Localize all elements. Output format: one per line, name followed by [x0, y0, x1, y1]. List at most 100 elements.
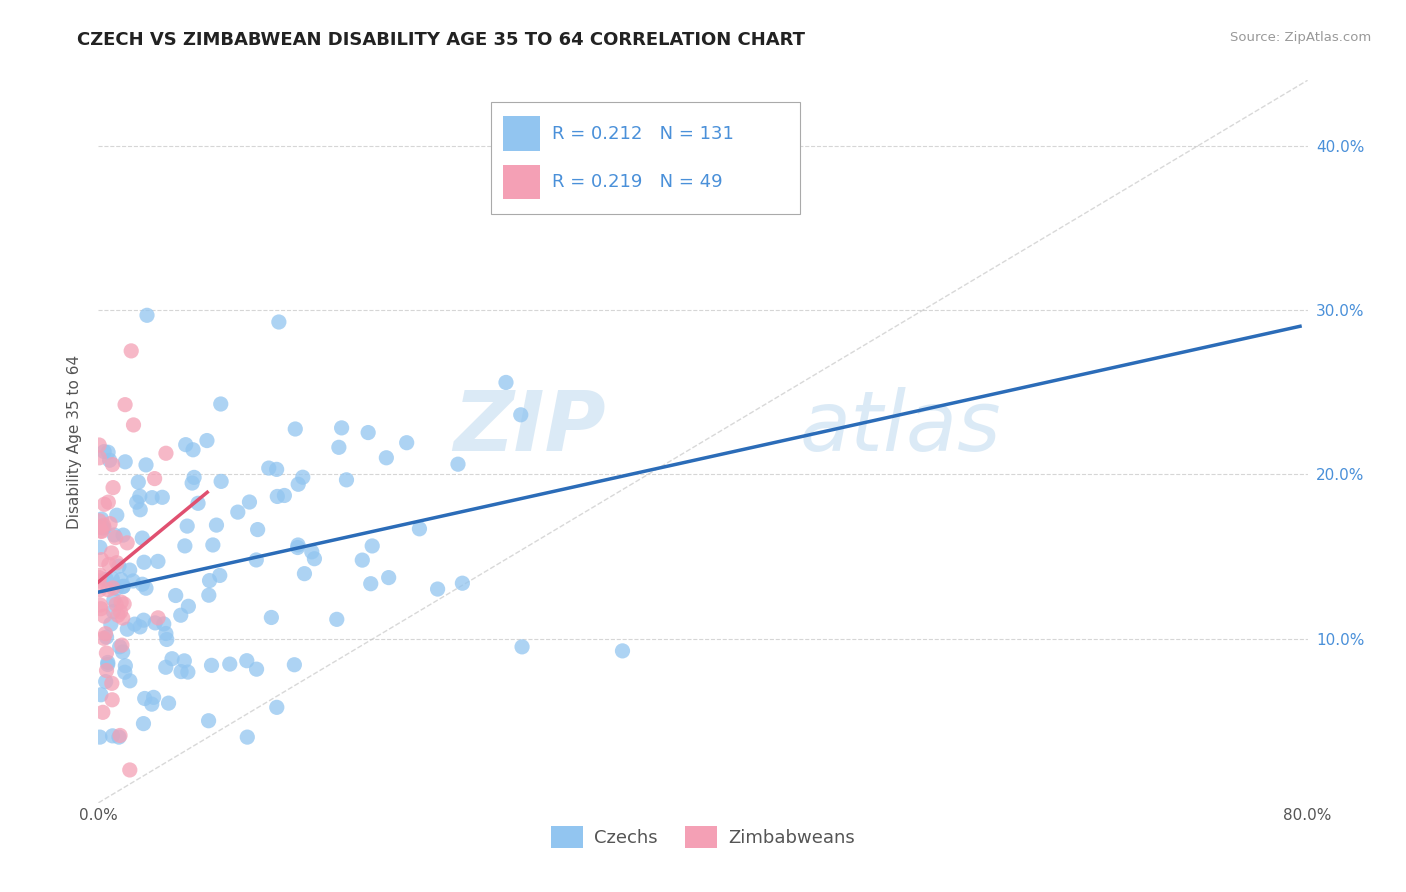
Czechs — [105, 508, 128, 523]
Czechs — [174, 438, 197, 452]
Zimbabweans — [110, 605, 132, 619]
Czechs — [114, 455, 136, 469]
Czechs — [96, 630, 118, 644]
Zimbabweans — [89, 514, 111, 528]
Zimbabweans — [89, 582, 111, 597]
Czechs — [377, 571, 399, 585]
Czechs — [238, 495, 260, 509]
Zimbabweans — [155, 446, 177, 460]
Czechs — [118, 563, 141, 577]
Czechs — [143, 615, 166, 630]
Czechs — [291, 470, 314, 484]
Czechs — [89, 541, 111, 555]
Zimbabweans — [111, 638, 134, 652]
Czechs — [97, 656, 120, 670]
Czechs — [195, 434, 218, 448]
Czechs — [357, 425, 380, 440]
Czechs — [100, 617, 122, 632]
Czechs — [451, 576, 474, 591]
Czechs — [132, 716, 155, 731]
Zimbabweans — [118, 763, 141, 777]
Czechs — [155, 626, 177, 640]
Czechs — [141, 491, 163, 505]
Czechs — [157, 696, 180, 710]
Czechs — [160, 651, 183, 665]
Czechs — [114, 665, 136, 680]
Text: Source: ZipAtlas.com: Source: ZipAtlas.com — [1230, 31, 1371, 45]
Czechs — [103, 605, 125, 619]
Czechs — [131, 577, 153, 591]
Czechs — [108, 730, 131, 744]
Czechs — [198, 574, 221, 588]
Text: atlas: atlas — [800, 386, 1001, 467]
Zimbabweans — [98, 516, 121, 531]
Czechs — [173, 654, 195, 668]
Legend: Czechs, Zimbabweans: Czechs, Zimbabweans — [544, 819, 862, 855]
Czechs — [236, 730, 259, 744]
Czechs — [198, 588, 221, 602]
Text: CZECH VS ZIMBABWEAN DISABILITY AGE 35 TO 64 CORRELATION CHART: CZECH VS ZIMBABWEAN DISABILITY AGE 35 TO… — [77, 31, 806, 49]
Czechs — [326, 612, 349, 626]
Czechs — [112, 528, 135, 542]
Czechs — [117, 622, 139, 636]
Czechs — [208, 568, 231, 582]
Czechs — [141, 697, 163, 711]
Zimbabweans — [89, 598, 111, 612]
Czechs — [155, 660, 177, 674]
Text: ZIP: ZIP — [454, 386, 606, 467]
Zimbabweans — [101, 458, 124, 472]
Czechs — [266, 462, 288, 476]
Zimbabweans — [91, 706, 114, 720]
Czechs — [152, 617, 174, 632]
Zimbabweans — [97, 582, 120, 597]
Zimbabweans — [110, 595, 132, 609]
Zimbabweans — [94, 626, 117, 640]
Zimbabweans — [112, 597, 135, 611]
Zimbabweans — [97, 558, 120, 572]
Czechs — [205, 518, 228, 533]
Czechs — [170, 665, 193, 679]
Czechs — [226, 505, 249, 519]
Czechs — [183, 470, 205, 484]
Czechs — [134, 691, 156, 706]
Czechs — [127, 475, 149, 490]
Czechs — [283, 657, 305, 672]
Czechs — [105, 582, 128, 596]
Czechs — [93, 444, 115, 458]
Czechs — [93, 521, 115, 535]
Zimbabweans — [105, 598, 128, 612]
Czechs — [170, 608, 193, 623]
Czechs — [101, 572, 124, 586]
Czechs — [122, 574, 145, 588]
Czechs — [129, 502, 152, 516]
Zimbabweans — [90, 552, 112, 566]
Zimbabweans — [90, 524, 112, 538]
Zimbabweans — [93, 632, 115, 646]
Czechs — [118, 673, 141, 688]
Czechs — [108, 640, 131, 654]
Czechs — [395, 435, 418, 450]
Czechs — [218, 657, 240, 671]
Zimbabweans — [101, 693, 124, 707]
Czechs — [375, 450, 398, 465]
Czechs — [209, 397, 232, 411]
Zimbabweans — [93, 497, 115, 511]
Zimbabweans — [89, 438, 111, 452]
FancyBboxPatch shape — [492, 102, 800, 214]
Zimbabweans — [111, 611, 134, 625]
Zimbabweans — [89, 571, 111, 585]
Czechs — [132, 555, 155, 569]
Text: R = 0.219   N = 49: R = 0.219 N = 49 — [551, 173, 723, 191]
Czechs — [301, 545, 323, 559]
Czechs — [245, 553, 267, 567]
Czechs — [287, 477, 309, 491]
Czechs — [111, 580, 134, 594]
Czechs — [257, 461, 280, 475]
Czechs — [94, 674, 117, 689]
Zimbabweans — [100, 546, 122, 560]
Czechs — [209, 475, 232, 489]
Zimbabweans — [143, 472, 166, 486]
Czechs — [509, 408, 531, 422]
Czechs — [201, 538, 224, 552]
Czechs — [260, 610, 283, 624]
